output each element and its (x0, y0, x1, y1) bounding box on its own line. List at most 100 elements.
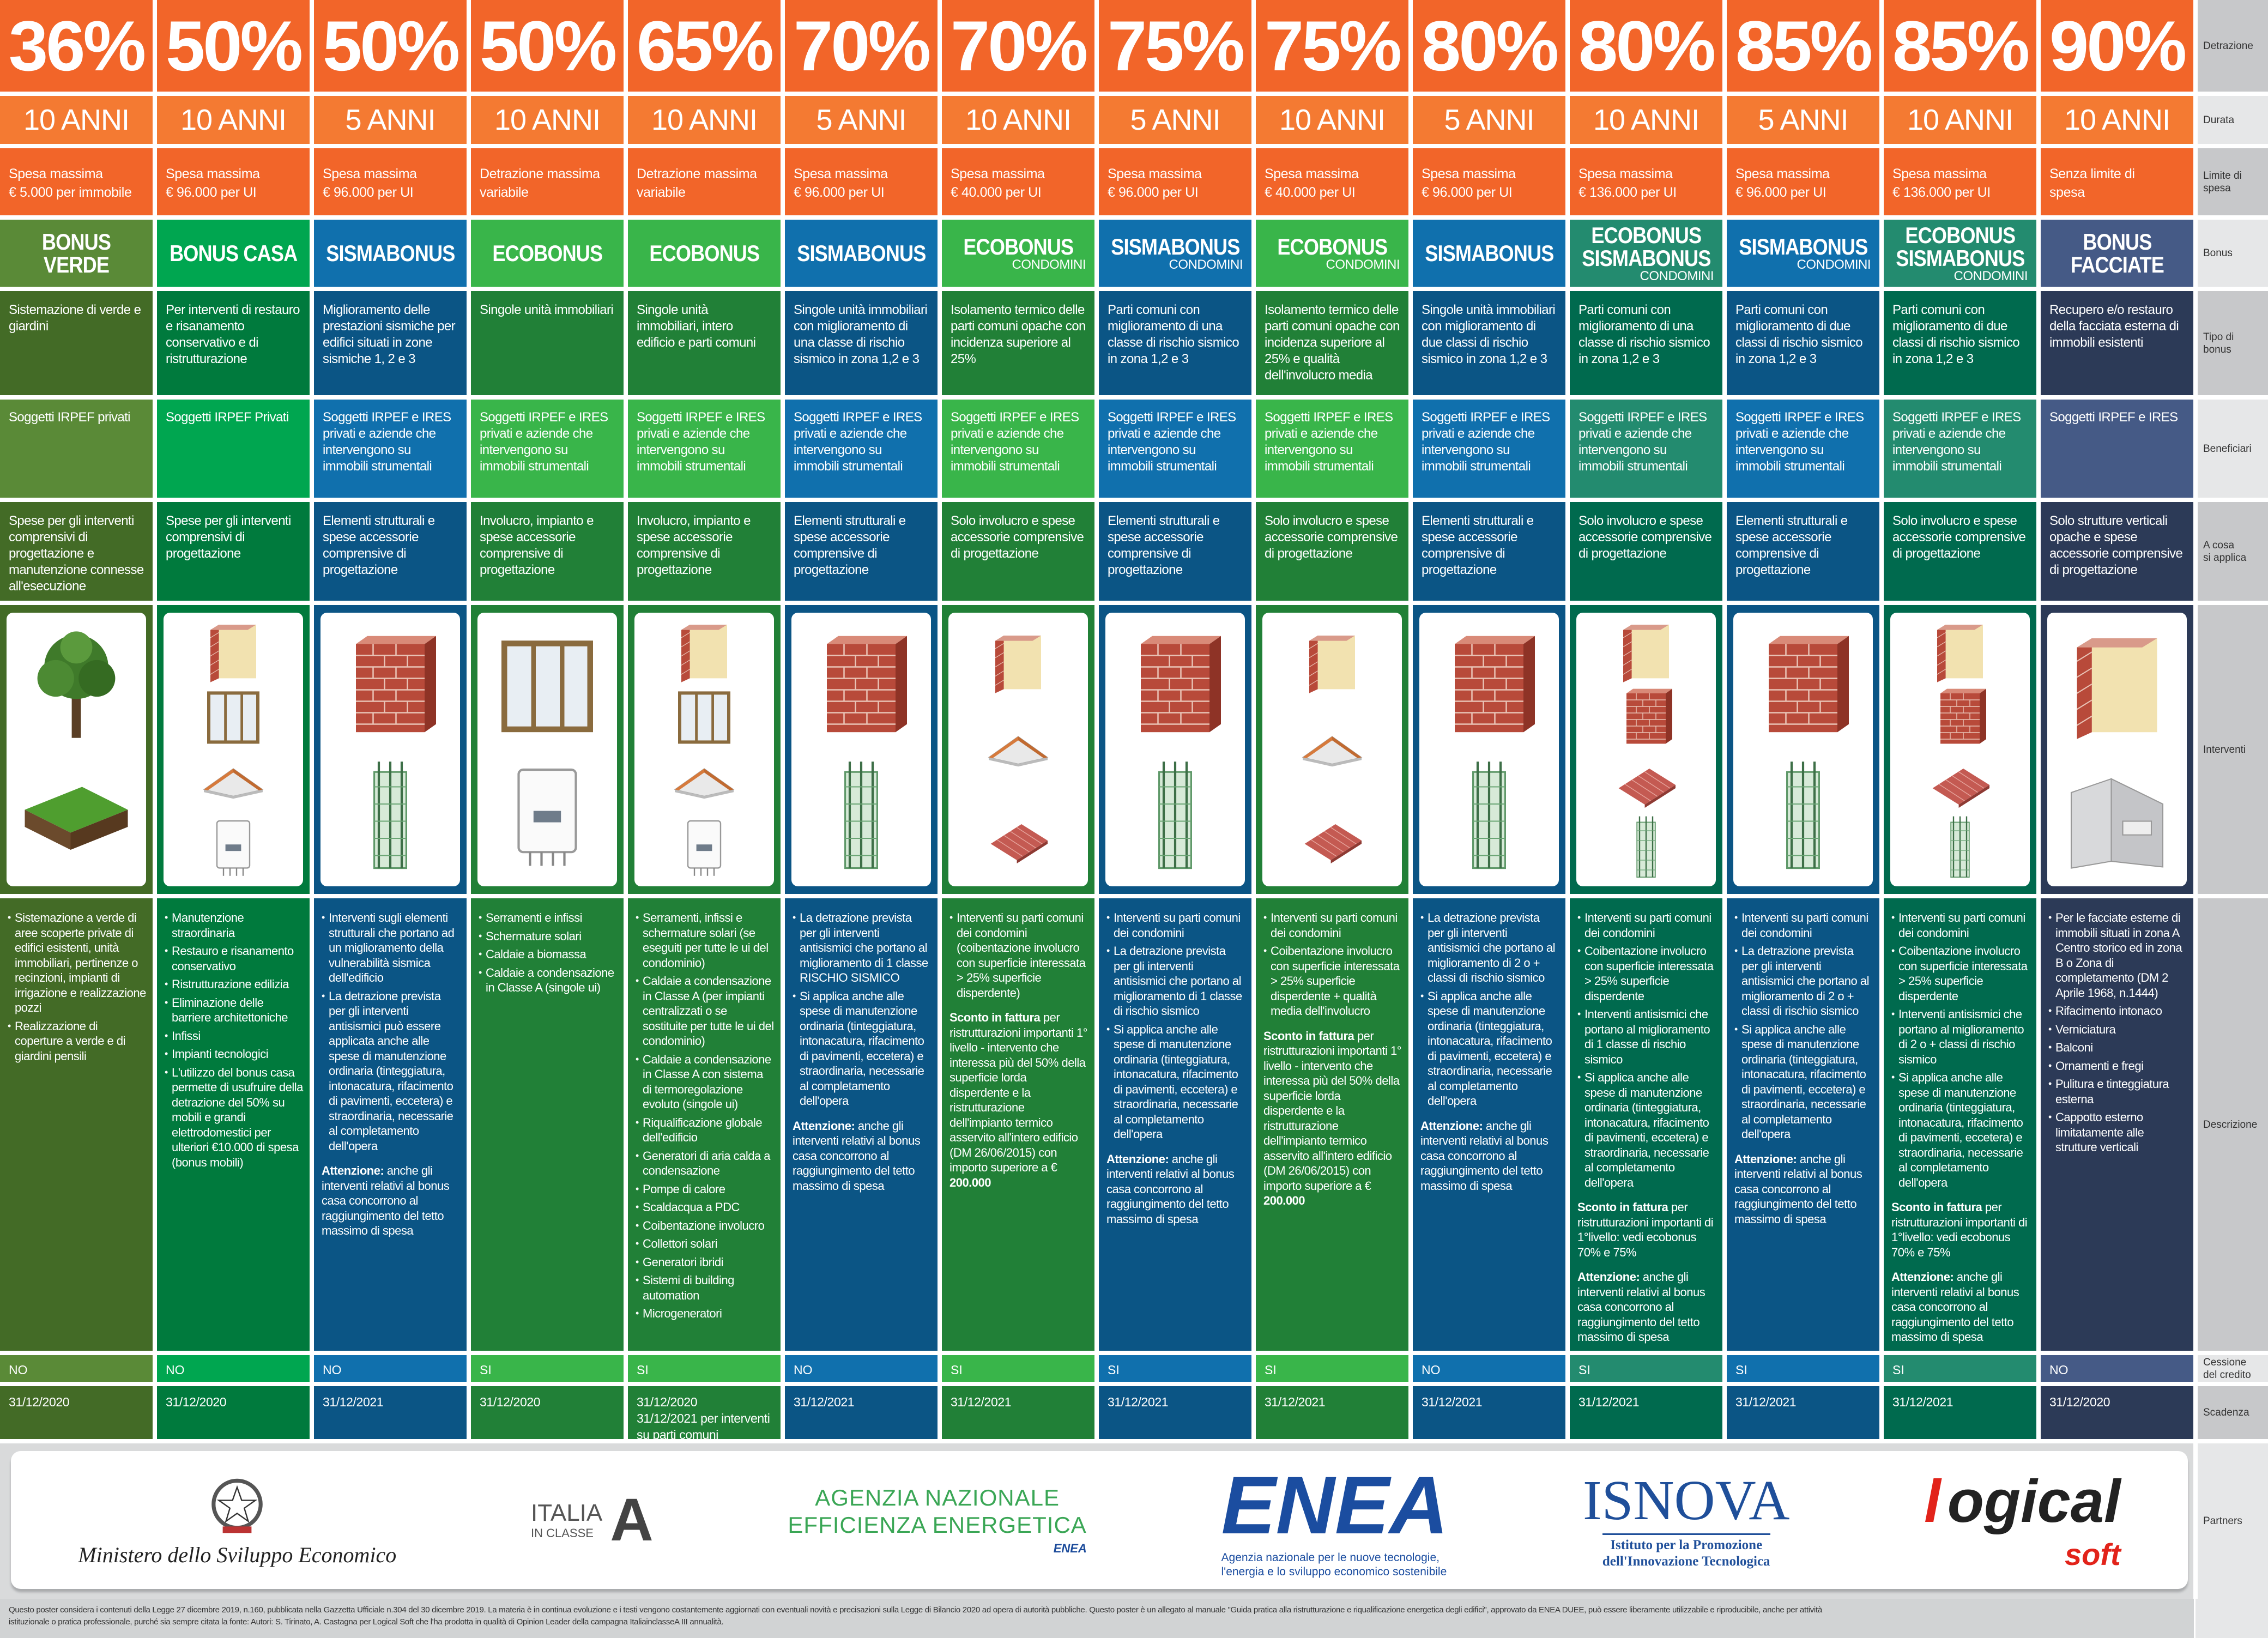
note-emphasis: 200.000 (1263, 1194, 1305, 1207)
bonus-type-text: Parti comuni con miglioramento di due cl… (1735, 303, 1863, 366)
applies-to-text: Elementi strutturali e spese accessorie … (1422, 513, 1534, 577)
credit-transfer-cell: SI (942, 1355, 1094, 1382)
bonus-name-cell: ECOBONUS CONDOMINI (1256, 220, 1408, 287)
beneficiaries-text: Soggetti IRPEF e IRES privati e aziende … (480, 410, 608, 474)
spending-limit-cell: Spesa massima € 40.000 per UI (942, 148, 1094, 215)
description-note: Attenzione: anche gli interventi relativ… (1420, 1119, 1559, 1194)
beneficiaries-cell: Soggetti IRPEF e IRES privati e aziende … (628, 400, 781, 498)
bonus-type-text: Isolamento termico delle parti comuni op… (1265, 303, 1400, 383)
applies-to-text: Involucro, impianto e spese accessorie c… (480, 513, 594, 577)
description-bullet: Scaldacqua a PDC (636, 1200, 774, 1215)
duration-cell: 5 ANNI (314, 96, 467, 144)
beneficiaries-text: Soggetti IRPEF Privati (166, 410, 289, 425)
italian-emblem-icon (211, 1478, 263, 1533)
pillar-icon (1927, 814, 1993, 880)
bonus-type-cell: Isolamento termico delle parti comuni op… (942, 291, 1094, 395)
note-text: per ristrutturazioni importanti di 1°liv… (1577, 1200, 1714, 1259)
detraction-cell: 80% (1413, 0, 1565, 92)
description-cell: Serramenti, infissi e schermature solari… (628, 898, 781, 1351)
bonus-name-cell: SISMABONUS CONDOMINI (1099, 220, 1251, 287)
description-bullet: Generatori di aria calda a condensazione (636, 1149, 774, 1178)
bonus-title: BONUS VERDE (41, 228, 111, 277)
bonus-type-cell: Per interventi di restauro e risanamento… (157, 291, 310, 395)
description-bullet: Coibentazione involucro con superficie i… (1891, 944, 2030, 1004)
wall-insulation-icon (985, 629, 1051, 694)
description-bullet: Serramenti e infissi (479, 910, 617, 926)
beneficiaries-cell: Soggetti IRPEF e IRES privati e aziende … (1413, 400, 1565, 498)
description-bullet: Serramenti, infissi e schermature solari… (636, 910, 774, 970)
duration-cell: 5 ANNI (785, 96, 938, 144)
agenzia-enea-mark: ENEA (1053, 1541, 1087, 1555)
logo-agenzia-efficienza: AGENZIA NAZIONALE EFFICIENZA ENERGETICA EN… (788, 1484, 1086, 1556)
bonus-type-cell: Parti comuni con miglioramento di una cl… (1099, 291, 1251, 395)
description-cell: Per le facciate esterne di immobili situ… (2041, 898, 2193, 1351)
description-bullet: Si applica anche alle spese di manutenzi… (1577, 1070, 1716, 1190)
row-label: Durata (2198, 96, 2268, 144)
row-label: A cosa si applica (2198, 502, 2268, 601)
pillar-icon (330, 758, 450, 873)
detraction-cell: 65% (628, 0, 781, 92)
detraction-cell: 85% (1884, 0, 2036, 92)
beneficiaries-text: Soggetti IRPEF e IRES privati e aziende … (1578, 410, 1707, 474)
note-emphasis: Attenzione: (1734, 1152, 1797, 1166)
description-bullet: Collettori solari (636, 1236, 774, 1252)
description-bullet: Verniciatura (2048, 1022, 2187, 1037)
boiler-icon (201, 814, 266, 880)
description-bullet: Si applica anche alle spese di manutenzi… (1734, 1022, 1873, 1142)
description-bullet: Si applica anche alle spese di manutenzi… (1420, 989, 1559, 1109)
beneficiaries-cell: Soggetti IRPEF e IRES privati e aziende … (1099, 400, 1251, 498)
agenzia-line-1: AGENZIA NAZIONALE (815, 1484, 1060, 1510)
description-bullet: Caldaie a condensazione in Classe A (per… (636, 974, 774, 1049)
bonus-name-cell: ECOBONUS (471, 220, 624, 287)
bonus-title: ECOBONUS (649, 240, 760, 266)
bonus-name-cell: SISMABONUS (314, 220, 467, 287)
applies-to-text: Solo involucro e spese accessorie compre… (1578, 513, 1712, 561)
credit-transfer-cell: NO (157, 1355, 310, 1382)
tree-icon (16, 627, 136, 741)
description-note: Sconto in fattura per ristrutturazioni i… (1263, 1029, 1402, 1208)
bonus-subtitle: CONDOMINI (1326, 257, 1400, 272)
note-text: anche gli interventi relativi al bonus c… (793, 1119, 921, 1193)
wall-insulation-icon (2057, 627, 2177, 741)
note-emphasis: Attenzione: (1420, 1119, 1483, 1133)
row-label: Beneficiari (2198, 400, 2268, 498)
interventions-cell (942, 605, 1094, 894)
beneficiaries-cell: Soggetti IRPEF e IRES privati e aziende … (471, 400, 624, 498)
wall-insulation-icon (201, 618, 266, 684)
description-bullet: Si applica anche alle spese di manutenzi… (793, 989, 931, 1109)
description-note: Attenzione: anche gli interventi relativ… (322, 1163, 460, 1238)
interventions-image-card (1733, 613, 1873, 886)
bonus-title: SISMABONUS (1738, 233, 1868, 259)
applies-to-cell: Involucro, impianto e spese accessorie c… (471, 502, 624, 601)
window-icon (201, 684, 266, 749)
soft-label: soft (2064, 1537, 2121, 1571)
interventions-image-card (320, 613, 460, 886)
footnote: Questo poster considera i contenuti dell… (0, 1599, 2194, 1638)
applies-to-cell: Solo strutture verticali opache e spese … (2041, 502, 2193, 601)
pillar-icon (1613, 814, 1679, 880)
logo-enea: ENEA Agenzia nazionale per le nuove tecno… (1221, 1461, 1449, 1579)
description-bullet: Interventi antisismici che portano al mi… (1577, 1007, 1716, 1067)
beneficiaries-text: Soggetti IRPEF e IRES privati e aziende … (1735, 410, 1864, 474)
grass-icon (16, 758, 136, 873)
interventions-cell (471, 605, 624, 894)
note-emphasis: Attenzione: (1106, 1152, 1169, 1166)
deadline-cell: 31/12/2021 (942, 1386, 1094, 1439)
description-note: Attenzione: anche gli interventi relativ… (1891, 1270, 2030, 1345)
applies-to-cell: Solo involucro e spese accessorie compre… (942, 502, 1094, 601)
credit-transfer-cell: NO (2041, 1355, 2193, 1382)
bonus-type-cell: Singole unità immobiliari con migliorame… (785, 291, 938, 395)
roof-insulation-icon (672, 749, 737, 814)
credit-transfer-cell: NO (0, 1355, 153, 1382)
beneficiaries-cell: Soggetti IRPEF privati (0, 400, 153, 498)
applies-to-cell: Involucro, impianto e spese accessorie c… (628, 502, 781, 601)
wall-insulation-icon (672, 618, 737, 684)
description-bullet: Interventi antisismici che portano al mi… (1891, 1007, 2030, 1067)
bonus-subtitle: CONDOMINI (1953, 268, 2028, 283)
note-text: anche gli interventi relativi al bonus c… (322, 1164, 450, 1237)
note-emphasis: Attenzione: (1577, 1270, 1640, 1284)
spending-limit-cell: Spesa massima € 96.000 per UI (157, 148, 310, 215)
description-bullet: Sistemi di building automation (636, 1273, 774, 1303)
detraction-cell: 70% (942, 0, 1094, 92)
row-label: Partners (2198, 1443, 2268, 1599)
